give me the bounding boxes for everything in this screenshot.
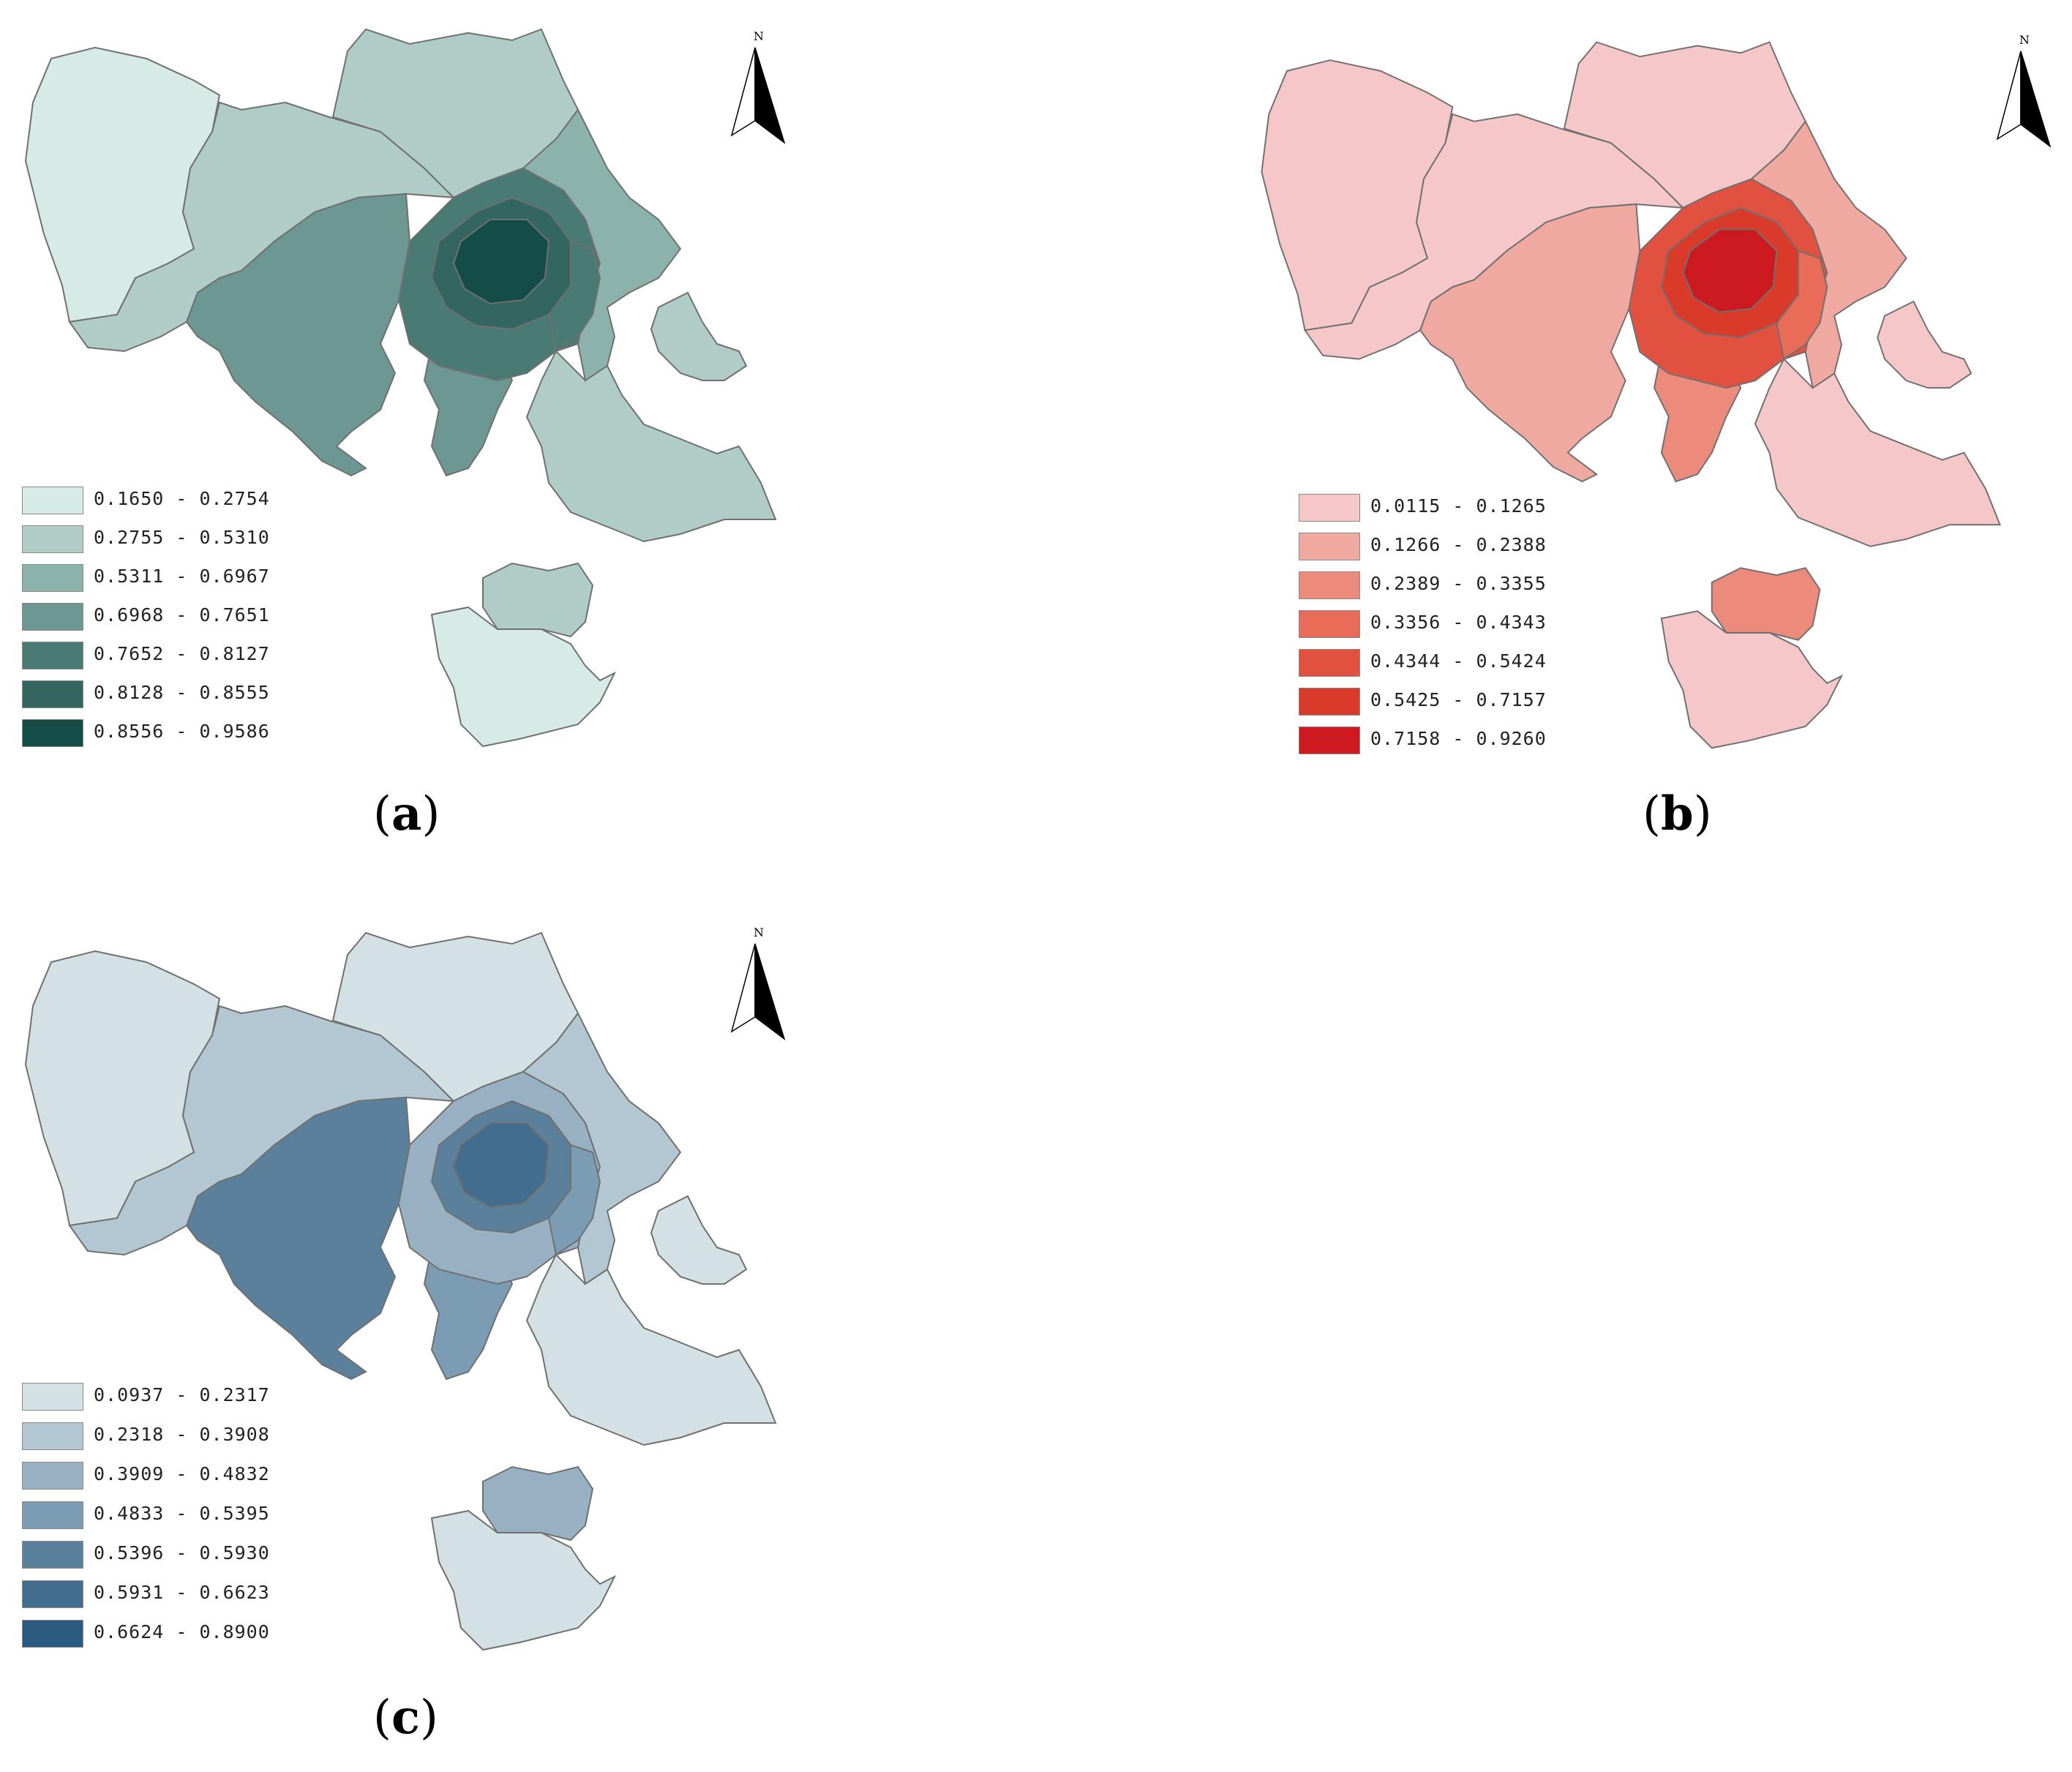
region-southeast — [526, 350, 776, 542]
legend-item: 0.7158 - 0.9260 — [1299, 727, 1562, 756]
legend-label: 0.8556 - 0.9586 — [94, 721, 270, 742]
legend-item: 0.8556 - 0.9586 — [22, 719, 285, 748]
legend-swatch — [22, 1462, 83, 1490]
north-arrow: N — [1994, 33, 2060, 148]
legend-swatch — [1299, 610, 1360, 638]
legend-label: 0.4344 - 0.5424 — [1370, 650, 1547, 672]
panel-caption-a: (a) — [373, 786, 440, 841]
legend-label: 0.2755 - 0.5310 — [94, 527, 270, 548]
legend-swatch — [22, 564, 83, 592]
legend-item: 0.5396 - 0.5930 — [22, 1541, 285, 1570]
legend-swatch — [1299, 571, 1360, 599]
legend-item: 0.3909 - 0.4832 — [22, 1462, 285, 1491]
legend-item: 0.8128 - 0.8555 — [22, 680, 285, 710]
map-panel-c: N 0.0937 - 0.2317 0.2318 - 0.3908 0.3909… — [0, 900, 849, 1745]
legend-label: 0.1650 - 0.2754 — [94, 488, 270, 509]
legend-item: 0.5931 - 0.6623 — [22, 1580, 285, 1610]
region-enclave-north — [482, 563, 593, 637]
legend-swatch — [22, 642, 83, 669]
legend-label: 0.1266 - 0.2388 — [1370, 534, 1547, 555]
legend-item: 0.6968 - 0.7651 — [22, 603, 285, 632]
legend-label: 0.3909 - 0.4832 — [94, 1463, 270, 1484]
legend-item: 0.1266 - 0.2388 — [1299, 533, 1562, 562]
north-label: N — [754, 926, 764, 939]
legend-swatch — [22, 680, 83, 708]
legend-item: 0.3356 - 0.4343 — [1299, 610, 1562, 639]
legend-swatch — [1299, 494, 1360, 522]
legend-item: 0.2755 - 0.5310 — [22, 525, 285, 555]
legend-label: 0.7652 - 0.8127 — [94, 643, 270, 664]
legend-label: 0.5931 - 0.6623 — [94, 1582, 270, 1603]
legend-item: 0.7652 - 0.8127 — [22, 642, 285, 671]
legend-swatch — [22, 1541, 83, 1569]
legend-label: 0.2318 - 0.3908 — [94, 1424, 270, 1445]
region-east-islands — [1877, 301, 1972, 389]
legend-label: 0.2389 - 0.3355 — [1370, 573, 1547, 594]
north-arrow: N — [728, 29, 794, 144]
legend-item: 0.1650 - 0.2754 — [22, 487, 285, 516]
legend-label: 0.3356 - 0.4343 — [1370, 612, 1547, 633]
legend-item: 0.2389 - 0.3355 — [1299, 571, 1562, 601]
legend-label: 0.0115 - 0.1265 — [1370, 495, 1547, 517]
legend-swatch — [22, 719, 83, 747]
legend-swatch — [1299, 533, 1360, 560]
legend-swatch — [22, 1383, 83, 1411]
panel-caption-c: (c) — [373, 1690, 438, 1745]
legend-swatch — [1299, 727, 1360, 754]
legend-swatch — [22, 603, 83, 631]
legend-label: 0.6624 - 0.8900 — [94, 1621, 270, 1643]
legend-swatch — [22, 1620, 83, 1648]
legend-label: 0.8128 - 0.8555 — [94, 682, 270, 703]
region-east-islands — [650, 292, 747, 381]
region-enclave-north — [1711, 567, 1821, 641]
north-arrow-icon — [730, 47, 786, 144]
legend-item: 0.5311 - 0.6967 — [22, 564, 285, 593]
legend-label: 0.4833 - 0.5395 — [94, 1503, 270, 1524]
region-southeast — [1754, 358, 2001, 547]
north-label: N — [754, 29, 764, 43]
legend-swatch — [22, 525, 83, 553]
legend-label: 0.0937 - 0.2317 — [94, 1384, 270, 1405]
legend-item: 0.0937 - 0.2317 — [22, 1383, 285, 1412]
legend-swatch — [22, 1422, 83, 1450]
region-enclave-north — [482, 1466, 593, 1541]
legend-swatch — [22, 487, 83, 514]
legend-item: 0.6624 - 0.8900 — [22, 1620, 285, 1649]
legend-label: 0.5396 - 0.5930 — [94, 1542, 270, 1563]
legend-swatch — [1299, 649, 1360, 677]
legend-item: 0.4833 - 0.5395 — [22, 1501, 285, 1531]
legend-swatch — [22, 1580, 83, 1608]
legend-item: 0.4344 - 0.5424 — [1299, 649, 1562, 678]
legend-label: 0.5425 - 0.7157 — [1370, 689, 1547, 710]
north-arrow: N — [728, 926, 794, 1040]
panel-caption-b: (b) — [1643, 786, 1712, 841]
region-east-islands — [650, 1195, 747, 1285]
legend-item: 0.5425 - 0.7157 — [1299, 688, 1562, 717]
map-panel-b: N 0.0115 - 0.1265 0.1266 - 0.2388 0.2389… — [1236, 0, 2072, 841]
north-arrow-icon — [1996, 50, 2052, 148]
region-southeast — [526, 1254, 776, 1446]
legend-swatch — [1299, 688, 1360, 716]
legend-label: 0.6968 - 0.7651 — [94, 604, 270, 626]
legend-item: 0.2318 - 0.3908 — [22, 1422, 285, 1452]
legend-swatch — [22, 1501, 83, 1529]
map-panel-a: N 0.1650 - 0.2754 0.2755 - 0.5310 0.5311… — [0, 0, 849, 841]
north-label: N — [2019, 33, 2030, 47]
north-arrow-icon — [730, 943, 786, 1040]
legend-label: 0.5311 - 0.6967 — [94, 566, 270, 587]
legend-item: 0.0115 - 0.1265 — [1299, 494, 1562, 523]
legend-label: 0.7158 - 0.9260 — [1370, 728, 1547, 749]
